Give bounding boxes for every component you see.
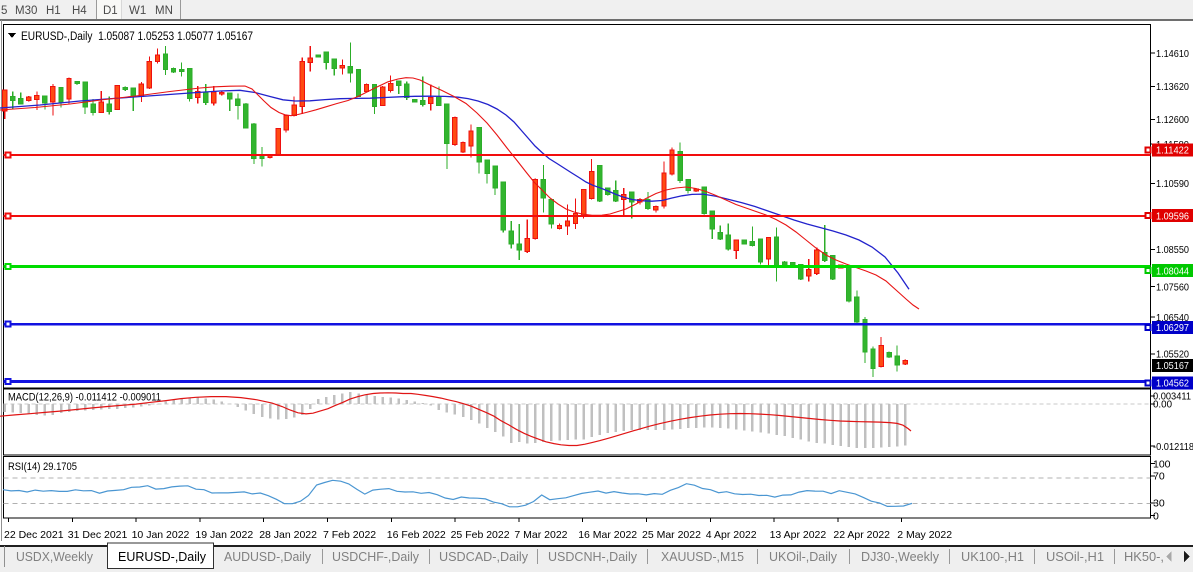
svg-text:MN: MN — [155, 5, 173, 17]
svg-text:D1: D1 — [103, 5, 118, 17]
svg-text:XAUUSD-,M15: XAUUSD-,M15 — [661, 550, 744, 564]
svg-text:USOil-,H1: USOil-,H1 — [1046, 550, 1104, 564]
svg-text:-0.012118: -0.012118 — [1153, 441, 1193, 453]
svg-text:25 Mar 2022: 25 Mar 2022 — [642, 529, 701, 541]
svg-text:1.09596: 1.09596 — [1156, 211, 1189, 223]
svg-text:USDCHF-,Daily: USDCHF-,Daily — [332, 550, 420, 564]
svg-text:1.10590: 1.10590 — [1156, 178, 1189, 190]
svg-text:13 Apr 2022: 13 Apr 2022 — [770, 529, 827, 541]
svg-text:0.00: 0.00 — [1153, 399, 1172, 411]
svg-text:1.08550: 1.08550 — [1156, 244, 1189, 256]
svg-text:UKOil-,Daily: UKOil-,Daily — [769, 550, 838, 564]
svg-text:1.04562: 1.04562 — [1156, 378, 1189, 390]
svg-text:RSI(14) 29.1705: RSI(14) 29.1705 — [8, 461, 77, 473]
svg-text:28 Jan 2022: 28 Jan 2022 — [259, 529, 317, 541]
svg-text:7 Feb 2022: 7 Feb 2022 — [323, 529, 376, 541]
svg-text:1.07560: 1.07560 — [1156, 282, 1189, 294]
svg-text:UK100-,H1: UK100-,H1 — [961, 550, 1024, 564]
svg-text:1.08044: 1.08044 — [1156, 265, 1189, 277]
svg-text:EURUSD-,Daily: EURUSD-,Daily — [118, 550, 207, 564]
svg-text:31 Dec 2021: 31 Dec 2021 — [68, 529, 128, 541]
svg-text:1.13620: 1.13620 — [1156, 81, 1189, 93]
svg-text:2 May 2022: 2 May 2022 — [897, 529, 952, 541]
svg-text:7 Mar 2022: 7 Mar 2022 — [514, 529, 567, 541]
svg-text:USDCNH-,Daily: USDCNH-,Daily — [548, 550, 638, 564]
svg-text:H1: H1 — [46, 5, 61, 17]
svg-text:16 Feb 2022: 16 Feb 2022 — [387, 529, 446, 541]
svg-text:16 Mar 2022: 16 Mar 2022 — [578, 529, 637, 541]
svg-text:MACD(12,26,9) -0.011412 -0.009: MACD(12,26,9) -0.011412 -0.009011 — [8, 392, 161, 404]
svg-text:W1: W1 — [129, 5, 146, 17]
svg-text:30: 30 — [1153, 498, 1165, 510]
svg-text:1.05167: 1.05167 — [1156, 360, 1189, 372]
svg-text:1.06297: 1.06297 — [1156, 322, 1189, 334]
svg-text:22 Apr 2022: 22 Apr 2022 — [833, 529, 890, 541]
svg-text:1.12600: 1.12600 — [1156, 114, 1189, 126]
svg-text:M30: M30 — [15, 5, 37, 17]
svg-text:19 Jan 2022: 19 Jan 2022 — [195, 529, 253, 541]
svg-text:5: 5 — [1, 5, 7, 17]
svg-text:USDX,Weekly: USDX,Weekly — [16, 550, 94, 564]
svg-text:1.05520: 1.05520 — [1156, 349, 1189, 361]
svg-text:22 Dec 2021: 22 Dec 2021 — [4, 529, 64, 541]
svg-text:H4: H4 — [72, 5, 87, 17]
svg-text:4 Apr 2022: 4 Apr 2022 — [706, 529, 757, 541]
svg-text:1.14610: 1.14610 — [1156, 48, 1189, 60]
svg-text:0: 0 — [1153, 510, 1159, 522]
svg-text:10 Jan 2022: 10 Jan 2022 — [132, 529, 190, 541]
svg-text:USDCAD-,Daily: USDCAD-,Daily — [439, 550, 529, 564]
svg-text:HK50-,: HK50-, — [1124, 550, 1164, 564]
svg-text:70: 70 — [1153, 471, 1165, 483]
svg-text:100: 100 — [1153, 459, 1171, 471]
svg-text:1.11422: 1.11422 — [1156, 145, 1189, 157]
svg-text:EURUSD-,Daily 1.05087 1.05253: EURUSD-,Daily 1.05087 1.05253 1.05077 1.… — [21, 31, 253, 43]
svg-text:0.003411: 0.003411 — [1153, 391, 1191, 403]
svg-text:25 Feb 2022: 25 Feb 2022 — [451, 529, 510, 541]
svg-text:AUDUSD-,Daily: AUDUSD-,Daily — [224, 550, 312, 564]
svg-text:DJ30-,Weekly: DJ30-,Weekly — [861, 550, 940, 564]
